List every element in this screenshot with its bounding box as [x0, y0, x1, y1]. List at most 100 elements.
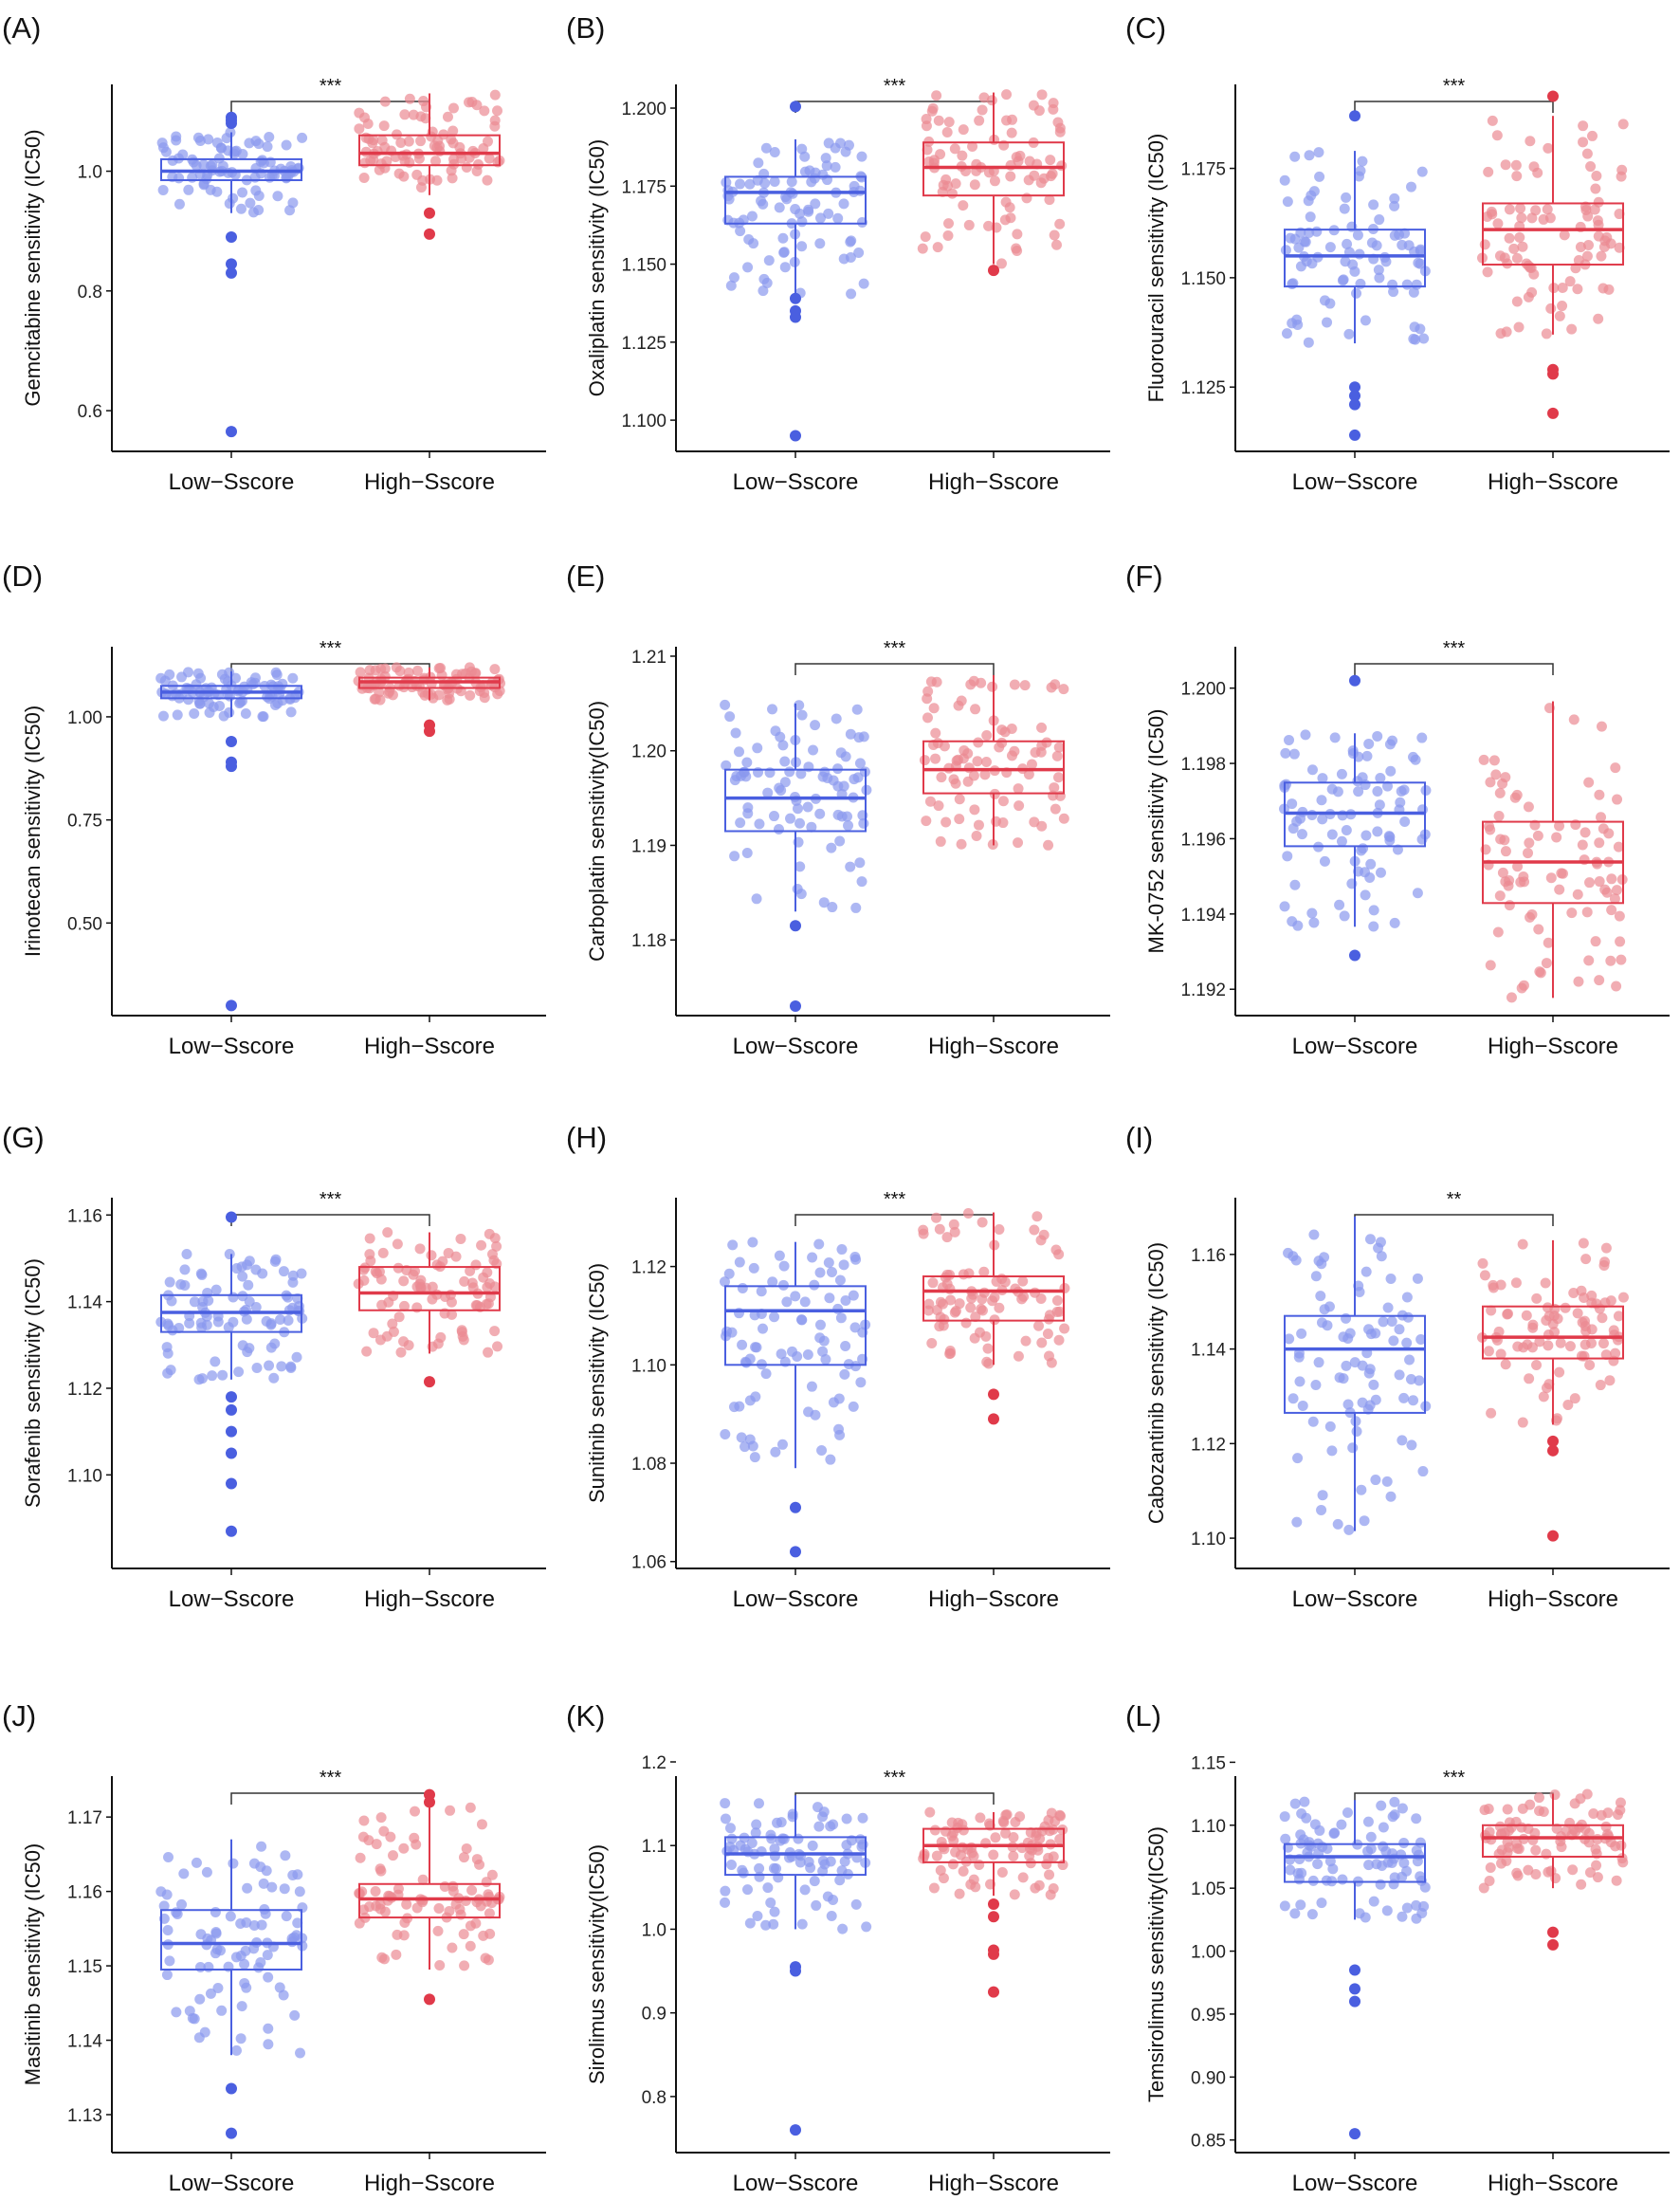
jitter-point: [940, 816, 952, 828]
jitter-point: [1036, 89, 1048, 101]
jitter-point: [224, 706, 235, 718]
jitter-point: [850, 1898, 862, 1910]
jitter-point: [296, 1268, 307, 1279]
jitter-point: [853, 248, 865, 259]
jitter-point: [744, 1917, 756, 1929]
jitter-point: [1295, 1829, 1306, 1841]
jitter-point: [826, 1911, 837, 1922]
jitter-point: [1415, 1871, 1426, 1882]
jitter-point: [996, 1867, 1008, 1879]
x-tick-label: Low−Sscore: [169, 1034, 295, 1059]
jitter-point: [492, 1341, 503, 1352]
jitter-point: [1315, 1291, 1326, 1302]
jitter-point: [393, 168, 405, 179]
jitter-point: [794, 1857, 806, 1868]
x-tick-label: High−Sscore: [1488, 1034, 1618, 1059]
jitter-point: [852, 772, 864, 783]
jitter-point: [934, 1223, 945, 1235]
jitter-point: [458, 1852, 469, 1863]
jitter-point: [950, 778, 961, 789]
jitter-point: [919, 755, 930, 766]
box-iqr: [724, 1285, 867, 1366]
jitter-point: [854, 758, 866, 769]
jitter-point: [923, 1298, 935, 1310]
jitter-point: [922, 686, 934, 697]
jitter-point: [1056, 160, 1068, 172]
jitter-point: [1401, 1337, 1413, 1348]
jitter-point: [1569, 1393, 1580, 1404]
y-tick-label: 1.150: [621, 256, 667, 276]
jitter-point: [925, 676, 937, 688]
jitter-point: [1368, 905, 1379, 916]
jitter-point: [826, 1267, 837, 1278]
jitter-point: [1020, 1335, 1032, 1347]
jitter-point: [1044, 1869, 1055, 1880]
jitter-point: [741, 1884, 753, 1896]
jitter-point: [858, 731, 869, 742]
jitter-point: [459, 1275, 470, 1287]
box-iqr: [1284, 229, 1426, 288]
jitter-point: [831, 713, 842, 724]
jitter-point: [948, 1219, 959, 1230]
jitter-point: [1314, 1824, 1325, 1836]
jitter-point: [1534, 1336, 1545, 1348]
panel-label: (L): [1125, 1699, 1161, 1732]
jitter-point: [1363, 738, 1375, 749]
jitter-point: [376, 1952, 388, 1963]
jitter-point: [1535, 967, 1546, 979]
jitter-point: [489, 664, 501, 675]
jitter-point: [358, 172, 370, 183]
jitter-point: [1567, 1864, 1579, 1876]
jitter-point: [1029, 816, 1040, 828]
jitter-point: [737, 1339, 748, 1350]
jitter-point: [233, 1366, 245, 1378]
outlier-point: [1547, 368, 1559, 380]
jitter-point: [725, 280, 737, 291]
jitter-point: [201, 174, 212, 185]
jitter-point: [986, 95, 997, 106]
jitter-point: [231, 2044, 243, 2056]
jitter-point: [465, 1802, 476, 1813]
jitter-point: [414, 1243, 426, 1255]
jitter-point: [1307, 1416, 1319, 1427]
jitter-point: [433, 663, 445, 674]
jitter-point: [1338, 1331, 1349, 1343]
jitter-point: [184, 1317, 195, 1329]
jitter-point: [1416, 166, 1428, 177]
jitter-point: [1576, 1285, 1587, 1296]
jitter-point: [262, 1950, 273, 1961]
jitter-point: [1051, 1295, 1063, 1307]
jitter-point: [1592, 1872, 1603, 1883]
x-tick-label: High−Sscore: [1488, 2171, 1618, 2196]
jitter-point: [376, 1299, 388, 1311]
jitter-point: [178, 1868, 190, 1879]
y-tick-label: 1.10: [1191, 1530, 1226, 1549]
jitter-point: [943, 117, 955, 128]
significance-label: **: [1447, 1189, 1462, 1210]
jitter-point: [1515, 876, 1526, 888]
jitter-point: [967, 140, 978, 152]
group-high: [1476, 1238, 1629, 1542]
jitter-point: [1504, 900, 1515, 911]
jitter-point: [929, 1824, 940, 1836]
outlier-point: [790, 430, 801, 442]
jitter-point: [856, 151, 867, 162]
jitter-point: [978, 92, 990, 103]
y-axis-label: Gemcitabine sensitivity (IC50): [21, 129, 45, 406]
jitter-point: [817, 1855, 829, 1866]
jitter-point: [1614, 910, 1625, 922]
jitter-point: [1044, 1310, 1055, 1321]
jitter-point: [474, 1859, 485, 1870]
x-tick-label: Low−Sscore: [1292, 1034, 1418, 1059]
panel-label: (I): [1125, 1121, 1153, 1154]
y-tick-label: 1.00: [67, 708, 102, 728]
jitter-point: [216, 2005, 228, 2016]
jitter-point: [445, 1290, 456, 1301]
jitter-point: [744, 178, 756, 190]
jitter-point: [1486, 1305, 1497, 1316]
jitter-point: [245, 197, 256, 209]
jitter-point: [155, 1886, 167, 1898]
jitter-point: [1485, 1861, 1496, 1873]
jitter-point: [1363, 1860, 1375, 1871]
jitter-point: [450, 1251, 462, 1262]
